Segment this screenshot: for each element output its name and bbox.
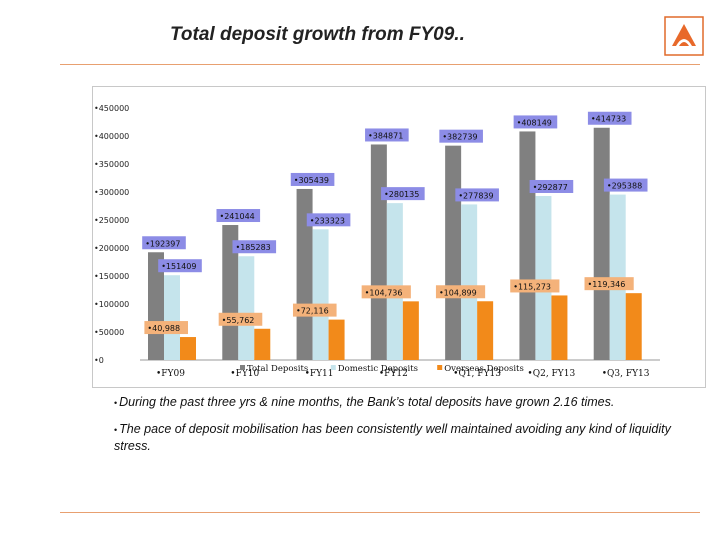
header-divider: [60, 64, 700, 65]
note-2-text: The pace of deposit mobilisation has bee…: [114, 422, 671, 453]
bar-overseas-deposits-4: [477, 301, 494, 360]
bar-overseas-deposits-2: [328, 319, 345, 360]
data-label-bg-1-1: [232, 240, 277, 254]
note-1: • During the past three yrs & nine months…: [114, 395, 615, 409]
data-label-bg-2-3: [361, 285, 411, 299]
data-label-0-2: •305439: [294, 176, 329, 185]
y-tick-label-2: •100000: [94, 300, 129, 309]
y-tick-label-8: •400000: [94, 132, 129, 141]
data-label-0-3: •384871: [368, 131, 403, 140]
bar-total-deposits-3: [370, 144, 387, 360]
bar-overseas-deposits-6: [625, 293, 642, 360]
data-label-bg-2-6: [584, 277, 634, 291]
bar-overseas-deposits-0: [180, 337, 196, 360]
data-label-1-2: •233323: [310, 216, 345, 225]
x-tick-label-3: •FY12: [379, 369, 408, 379]
data-label-bg-1-0: [158, 259, 202, 273]
data-label-1-4: •277839: [458, 191, 493, 200]
legend-label-2: Overseas Deposits: [444, 364, 524, 374]
legend-label-1: Domestic Deposits: [338, 364, 418, 374]
data-label-0-4: •382739: [442, 133, 477, 142]
data-label-bg-1-2: [306, 213, 351, 227]
data-label-2-1: •55,762: [222, 316, 255, 325]
legend-swatch-0: [240, 365, 245, 370]
bar-total-deposits-1: [222, 225, 239, 360]
chart-frame: [92, 86, 706, 388]
y-tick-label-5: •250000: [94, 216, 129, 225]
data-label-1-6: •295388: [607, 182, 642, 191]
data-label-bg-2-5: [510, 279, 560, 293]
x-tick-label-4: •Q1, FY13: [453, 369, 501, 379]
data-label-2-2: •72,116: [296, 307, 329, 316]
x-tick-label-6: •Q3, FY13: [602, 369, 650, 379]
data-label-2-3: •104,736: [365, 288, 403, 297]
note-2: • The pace of deposit mobilisation has be…: [114, 422, 671, 453]
data-label-bg-1-6: [603, 178, 648, 192]
data-label-0-1: •241044: [219, 212, 254, 221]
bar-overseas-deposits-5: [551, 295, 568, 360]
bar-total-deposits-4: [445, 145, 462, 360]
data-label-bg-0-1: [216, 209, 261, 223]
data-label-bg-0-6: [587, 111, 632, 125]
data-label-bg-2-1: [218, 312, 263, 326]
data-label-bg-1-4: [455, 188, 499, 202]
bar-overseas-deposits-1: [254, 328, 271, 360]
data-label-2-5: •115,273: [513, 282, 551, 291]
y-tick-label-9: •450000: [94, 104, 129, 113]
bar-domestic-deposits-3: [386, 203, 403, 360]
data-label-2-0: •40,988: [147, 324, 180, 333]
bar-domestic-deposits-5: [535, 195, 552, 360]
x-tick-label-5: •Q2, FY13: [527, 369, 575, 379]
data-label-0-6: •414733: [591, 115, 626, 124]
data-label-bg-2-0: [144, 321, 188, 335]
legend-swatch-1: [330, 365, 336, 370]
legend-label-0: Total Deposits: [247, 364, 308, 374]
data-label-bg-1-5: [529, 179, 574, 193]
bar-total-deposits-2: [296, 188, 313, 360]
data-label-1-5: •292877: [533, 183, 568, 192]
bank-of-baroda-logo-icon: [664, 16, 704, 56]
bar-total-deposits-5: [519, 131, 536, 360]
bar-domestic-deposits-4: [461, 204, 478, 360]
data-label-2-4: •104,899: [439, 288, 477, 297]
y-tick-label-6: •300000: [94, 188, 129, 197]
data-label-bg-2-4: [435, 285, 486, 299]
data-label-0-0: •192397: [145, 239, 180, 248]
slide-title: Total deposit growth from FY09..: [170, 24, 465, 45]
data-label-bg-0-5: [513, 115, 558, 129]
data-label-bg-0-2: [290, 172, 335, 186]
data-label-2-6: •119,346: [588, 280, 626, 289]
slide-notes: • During the past three yrs & nine months…: [114, 394, 674, 464]
y-tick-label-4: •200000: [94, 244, 129, 253]
bar-domestic-deposits-1: [238, 256, 255, 360]
y-tick-label-7: •350000: [94, 160, 129, 169]
y-tick-label-0: •0: [94, 356, 104, 365]
data-label-bg-2-2: [292, 303, 337, 317]
bar-overseas-deposits-3: [402, 301, 419, 360]
data-label-bg-0-0: [142, 236, 186, 250]
note-1-text: During the past three yrs & nine months,…: [119, 395, 615, 409]
bar-domestic-deposits-2: [312, 229, 329, 360]
data-label-1-3: •280135: [384, 190, 419, 199]
data-label-1-1: •185283: [235, 243, 270, 252]
data-label-bg-1-3: [381, 187, 425, 201]
x-tick-label-1: •FY10: [230, 369, 259, 379]
x-tick-label-0: •FY09: [156, 369, 185, 379]
data-label-1-0: •151409: [161, 262, 196, 271]
footer-divider: [60, 512, 700, 513]
y-tick-label-1: •50000: [94, 328, 124, 337]
x-tick-label-2: •FY11: [305, 369, 334, 379]
legend-swatch-2: [437, 365, 443, 370]
y-tick-label-3: •150000: [94, 272, 129, 281]
bar-domestic-deposits-0: [164, 275, 180, 360]
data-label-0-5: •408149: [517, 118, 552, 127]
bar-total-deposits-6: [593, 127, 610, 361]
deposit-growth-chart: •0 •50000 •100000 •150000 •200000 •250000 •300…: [94, 104, 660, 379]
data-label-bg-0-3: [365, 128, 409, 142]
data-label-bg-0-4: [439, 129, 483, 143]
